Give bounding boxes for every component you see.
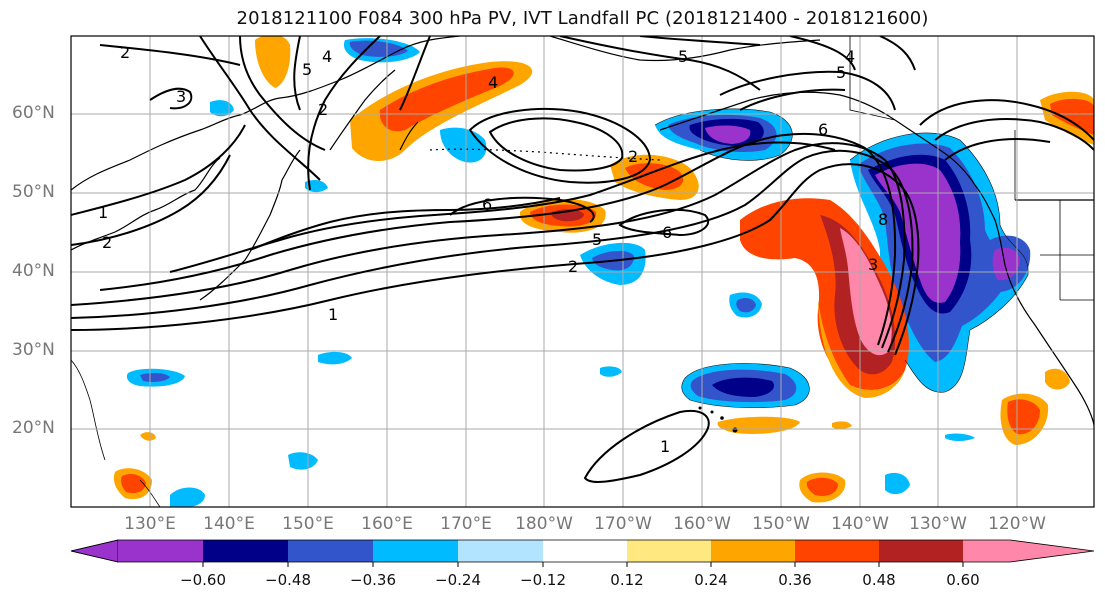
svg-text:2: 2 [102,233,112,252]
lat-label: 40°N [12,261,55,281]
lon-label: 150°E [282,514,334,534]
lat-label: 30°N [12,340,55,360]
svg-text:4: 4 [845,47,855,66]
colorbar-tick-label: 0.36 [778,571,812,589]
colorbar-tick-label: −0.48 [265,571,311,589]
lon-label: 160°W [673,514,731,534]
svg-text:6: 6 [482,195,492,214]
colorbar-tick-label: −0.36 [350,571,396,589]
svg-text:2: 2 [318,100,328,119]
shading-outlines [654,108,1029,409]
colorbar-tick-label: 0.60 [946,571,980,589]
colorbar-tick-label: −0.12 [520,571,566,589]
lon-label: 160°E [361,514,413,534]
colorbar-segment [458,540,543,562]
colorbar-segment [879,540,963,562]
svg-text:5: 5 [302,60,312,79]
lon-label: 140°W [831,514,889,534]
svg-text:2: 2 [120,43,130,62]
svg-text:1: 1 [328,305,338,324]
lon-label: 180°W [515,514,573,534]
colorbar-segment [543,540,627,562]
colorbar-segment [795,540,879,562]
lat-label: 60°N [12,103,55,123]
colorbar-segment [627,540,711,562]
svg-text:6: 6 [818,120,828,139]
lon-label: 150°W [752,514,810,534]
colorbar-tick-label: 0.24 [694,571,728,589]
svg-text:5: 5 [592,230,602,249]
svg-text:8: 8 [878,210,888,229]
map-title: 2018121100 F084 300 hPa PV, IVT Landfall… [236,8,929,29]
contour-labels: 2 3 5 4 2 4 5 4 5 6 2 6 5 6 2 1 1 2 3 8 … [98,43,888,456]
colorbar-segment [203,540,288,562]
colorbar-segment [118,540,203,562]
map-frame [70,35,1095,508]
pv-contours [71,36,1094,483]
lon-label: 140°E [203,514,255,534]
colorbar-tick-label: −0.60 [180,571,226,589]
lon-label: 170°E [440,514,492,534]
colorbar-tick-label: 0.12 [610,571,644,589]
svg-text:3: 3 [176,87,186,106]
colorbar-extend-min [70,539,119,563]
colorbar-tick-label: 0.48 [862,571,896,589]
svg-text:2: 2 [628,147,638,166]
lon-label: 130°E [124,514,176,534]
svg-text:1: 1 [98,203,108,222]
svg-text:4: 4 [322,47,332,66]
svg-text:2: 2 [568,257,578,276]
lon-label: 170°W [594,514,652,534]
gridlines [71,36,1094,507]
svg-text:4: 4 [488,73,498,92]
colorbar-segment [373,540,458,562]
svg-text:5: 5 [836,63,846,82]
colorbar [70,539,1095,567]
lat-label: 50°N [12,182,55,202]
svg-text:1: 1 [660,437,670,456]
lat-label: 20°N [12,418,55,438]
svg-text:5: 5 [678,47,688,66]
colorbar-segment [288,540,373,562]
lon-label: 120°W [988,514,1046,534]
svg-text:3: 3 [868,255,878,274]
lon-label: 130°W [909,514,967,534]
colorbar-segment [711,540,795,562]
svg-text:6: 6 [662,223,672,242]
colorbar-tick-label: −0.24 [435,571,481,589]
colorbar-extend-max [963,540,1094,562]
